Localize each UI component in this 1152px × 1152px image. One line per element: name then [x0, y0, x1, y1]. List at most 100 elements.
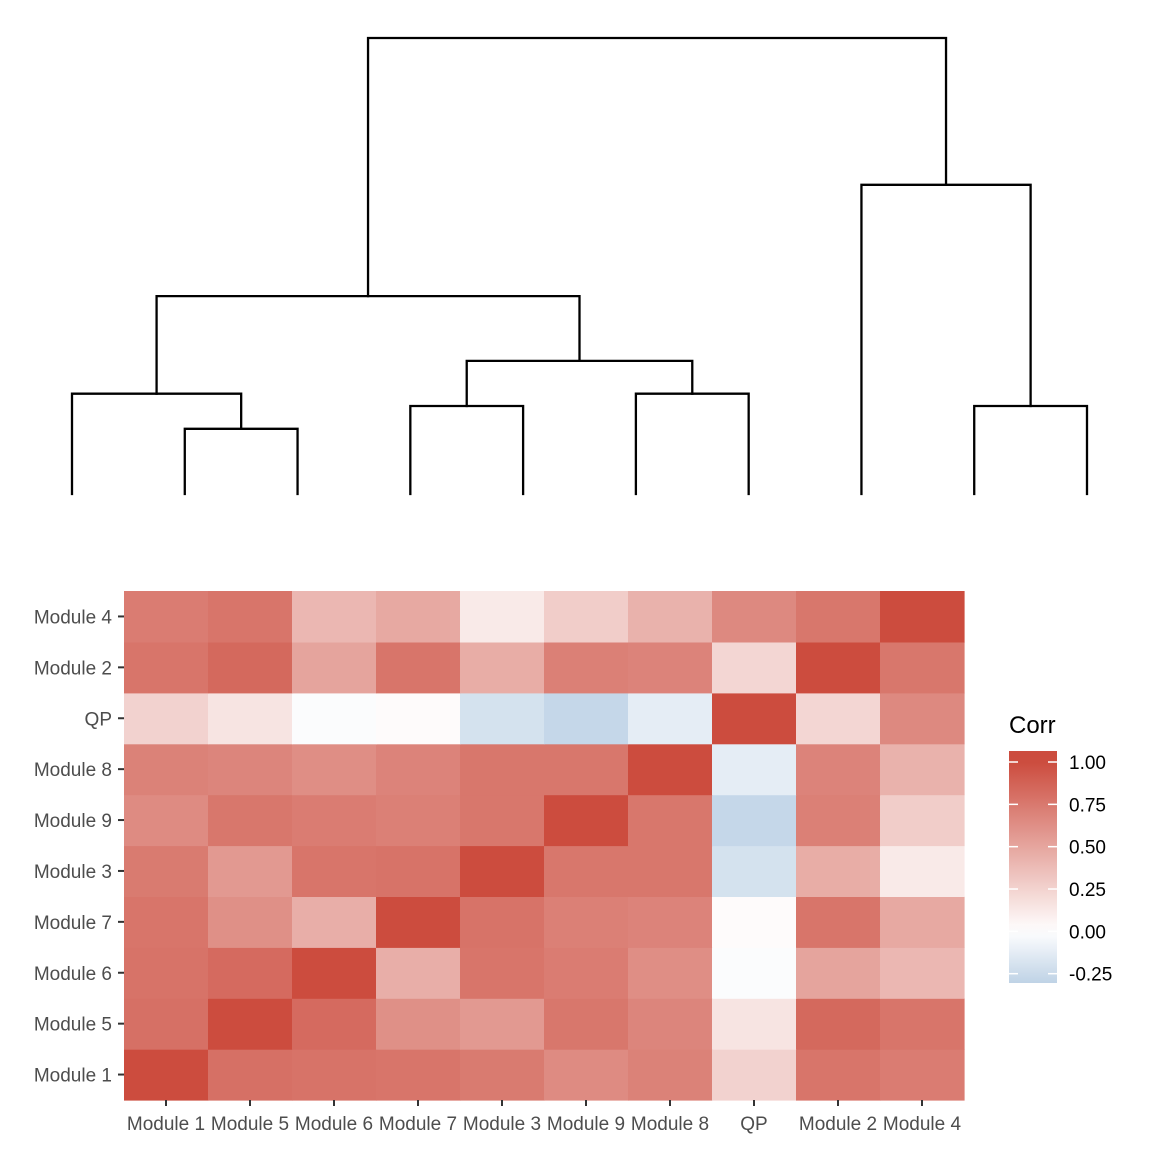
tile-module-3-module-2	[796, 845, 881, 897]
tile-module-3-module-5	[208, 845, 293, 897]
dendrogram-branch-8	[860, 183, 1032, 496]
x-tick-label-module-9: Module 9	[547, 1114, 625, 1135]
tile-module-2-module-8	[628, 641, 713, 694]
y-axis: Module 1 Module 5 Module 6 Module 7 Module 3…	[34, 607, 124, 1087]
tile-module-5-qp	[712, 998, 797, 1050]
tile-module-8-module-6	[292, 743, 377, 796]
tile-module-5-module-2	[796, 998, 881, 1050]
tile-module-6-module-2	[796, 947, 881, 999]
tile-module-7-module-3	[460, 896, 545, 948]
tile-module-6-module-4	[880, 947, 965, 999]
tile-module-5-module-9	[544, 998, 629, 1050]
tile-module-1-module-7	[376, 1049, 461, 1101]
dendrogram-branch-1	[183, 427, 299, 496]
tile-module-4-module-8	[628, 591, 713, 643]
tile-qp-module-3	[460, 692, 545, 745]
x-tick-label-module-4: Module 4	[883, 1114, 962, 1135]
tile-module-4-module-6	[292, 591, 377, 643]
tile-module-9-module-7	[376, 794, 461, 847]
tile-module-7-module-1	[124, 896, 209, 948]
tile-module-4-module-7	[376, 591, 461, 643]
dendrogram-branch-3	[409, 404, 525, 496]
tile-module-1-module-2	[796, 1049, 881, 1101]
tile-module-6-module-1	[124, 947, 209, 999]
legend-colorbar	[1009, 751, 1057, 983]
dendrogram-branch-9	[366, 36, 948, 298]
legend-ticks: 1.00 0.75 0.50 0.25 0.00 -0.25	[1009, 753, 1112, 986]
tile-module-4-module-3	[460, 591, 545, 643]
y-tick-label-module-8: Module 8	[34, 760, 112, 781]
y-tick-label-qp: QP	[85, 709, 112, 730]
x-tick-label-module-5: Module 5	[211, 1114, 289, 1135]
dendrogram	[70, 36, 1089, 496]
legend-label-2: 0.50	[1069, 838, 1106, 859]
tile-module-8-module-8	[628, 743, 713, 796]
tile-module-2-module-5	[208, 641, 293, 694]
tile-module-7-module-7	[376, 896, 461, 948]
tile-module-8-module-7	[376, 743, 461, 796]
tile-module-5-module-8	[628, 998, 713, 1050]
legend-label-0: 1.00	[1069, 753, 1106, 774]
tile-module-1-module-1	[124, 1049, 209, 1101]
tile-module-8-qp	[712, 743, 797, 796]
tile-module-1-module-9	[544, 1049, 629, 1101]
tile-module-8-module-4	[880, 743, 965, 796]
tile-module-3-module-3	[460, 845, 545, 897]
dendrogram-branch-6	[155, 294, 581, 395]
tile-module-6-module-5	[208, 947, 293, 999]
y-tick-label-module-2: Module 2	[34, 658, 112, 679]
tile-qp-module-2	[796, 692, 881, 745]
tile-module-3-module-4	[880, 845, 965, 897]
tile-module-2-qp	[712, 641, 797, 694]
tile-qp-qp	[712, 692, 797, 745]
tile-module-3-module-7	[376, 845, 461, 897]
tile-module-7-module-4	[880, 896, 965, 948]
tile-module-5-module-3	[460, 998, 545, 1050]
y-tick-label-module-6: Module 6	[34, 964, 112, 985]
dendrogram-branch-7	[973, 404, 1089, 496]
tile-module-2-module-6	[292, 641, 377, 694]
tile-qp-module-6	[292, 692, 377, 745]
dendrogram-branch-2	[70, 392, 243, 496]
tile-module-5-module-7	[376, 998, 461, 1050]
tile-module-7-module-9	[544, 896, 629, 948]
tile-module-9-module-9	[544, 794, 629, 847]
tile-qp-module-9	[544, 692, 629, 745]
tile-qp-module-4	[880, 692, 965, 745]
tile-module-9-module-6	[292, 794, 377, 847]
x-tick-label-qp: QP	[740, 1114, 767, 1135]
tile-module-2-module-7	[376, 641, 461, 694]
tile-qp-module-1	[124, 692, 209, 745]
tile-module-5-module-5	[208, 998, 293, 1050]
y-tick-label-module-4: Module 4	[34, 607, 113, 628]
x-tick-label-module-1: Module 1	[127, 1114, 205, 1135]
tile-module-9-module-5	[208, 794, 293, 847]
tile-module-4-module-4	[880, 591, 965, 643]
tile-qp-module-8	[628, 692, 713, 745]
color-legend: Corr 1.00 0.75 0.50 0.25 0.00 -0.25	[1009, 712, 1112, 986]
tile-module-9-module-8	[628, 794, 713, 847]
tile-module-2-module-2	[796, 641, 881, 694]
tile-module-4-qp	[712, 591, 797, 643]
tile-module-3-qp	[712, 845, 797, 897]
tile-module-6-module-7	[376, 947, 461, 999]
tile-module-6-module-3	[460, 947, 545, 999]
tile-module-7-module-6	[292, 896, 377, 948]
tile-module-2-module-1	[124, 641, 209, 694]
tile-module-9-module-4	[880, 794, 965, 847]
legend-label-5: -0.25	[1069, 965, 1112, 986]
tile-module-7-module-2	[796, 896, 881, 948]
tile-module-7-module-8	[628, 896, 713, 948]
tile-module-9-qp	[712, 794, 797, 847]
tile-module-8-module-1	[124, 743, 209, 796]
tile-module-5-module-1	[124, 998, 209, 1050]
tile-module-5-module-4	[880, 998, 965, 1050]
x-tick-label-module-3: Module 3	[463, 1114, 541, 1135]
x-tick-label-module-8: Module 8	[631, 1114, 709, 1135]
tile-qp-module-7	[376, 692, 461, 745]
tile-module-3-module-9	[544, 845, 629, 897]
x-tick-label-module-2: Module 2	[799, 1114, 877, 1135]
heatmap-tiles	[124, 591, 965, 1101]
tile-module-8-module-5	[208, 743, 293, 796]
